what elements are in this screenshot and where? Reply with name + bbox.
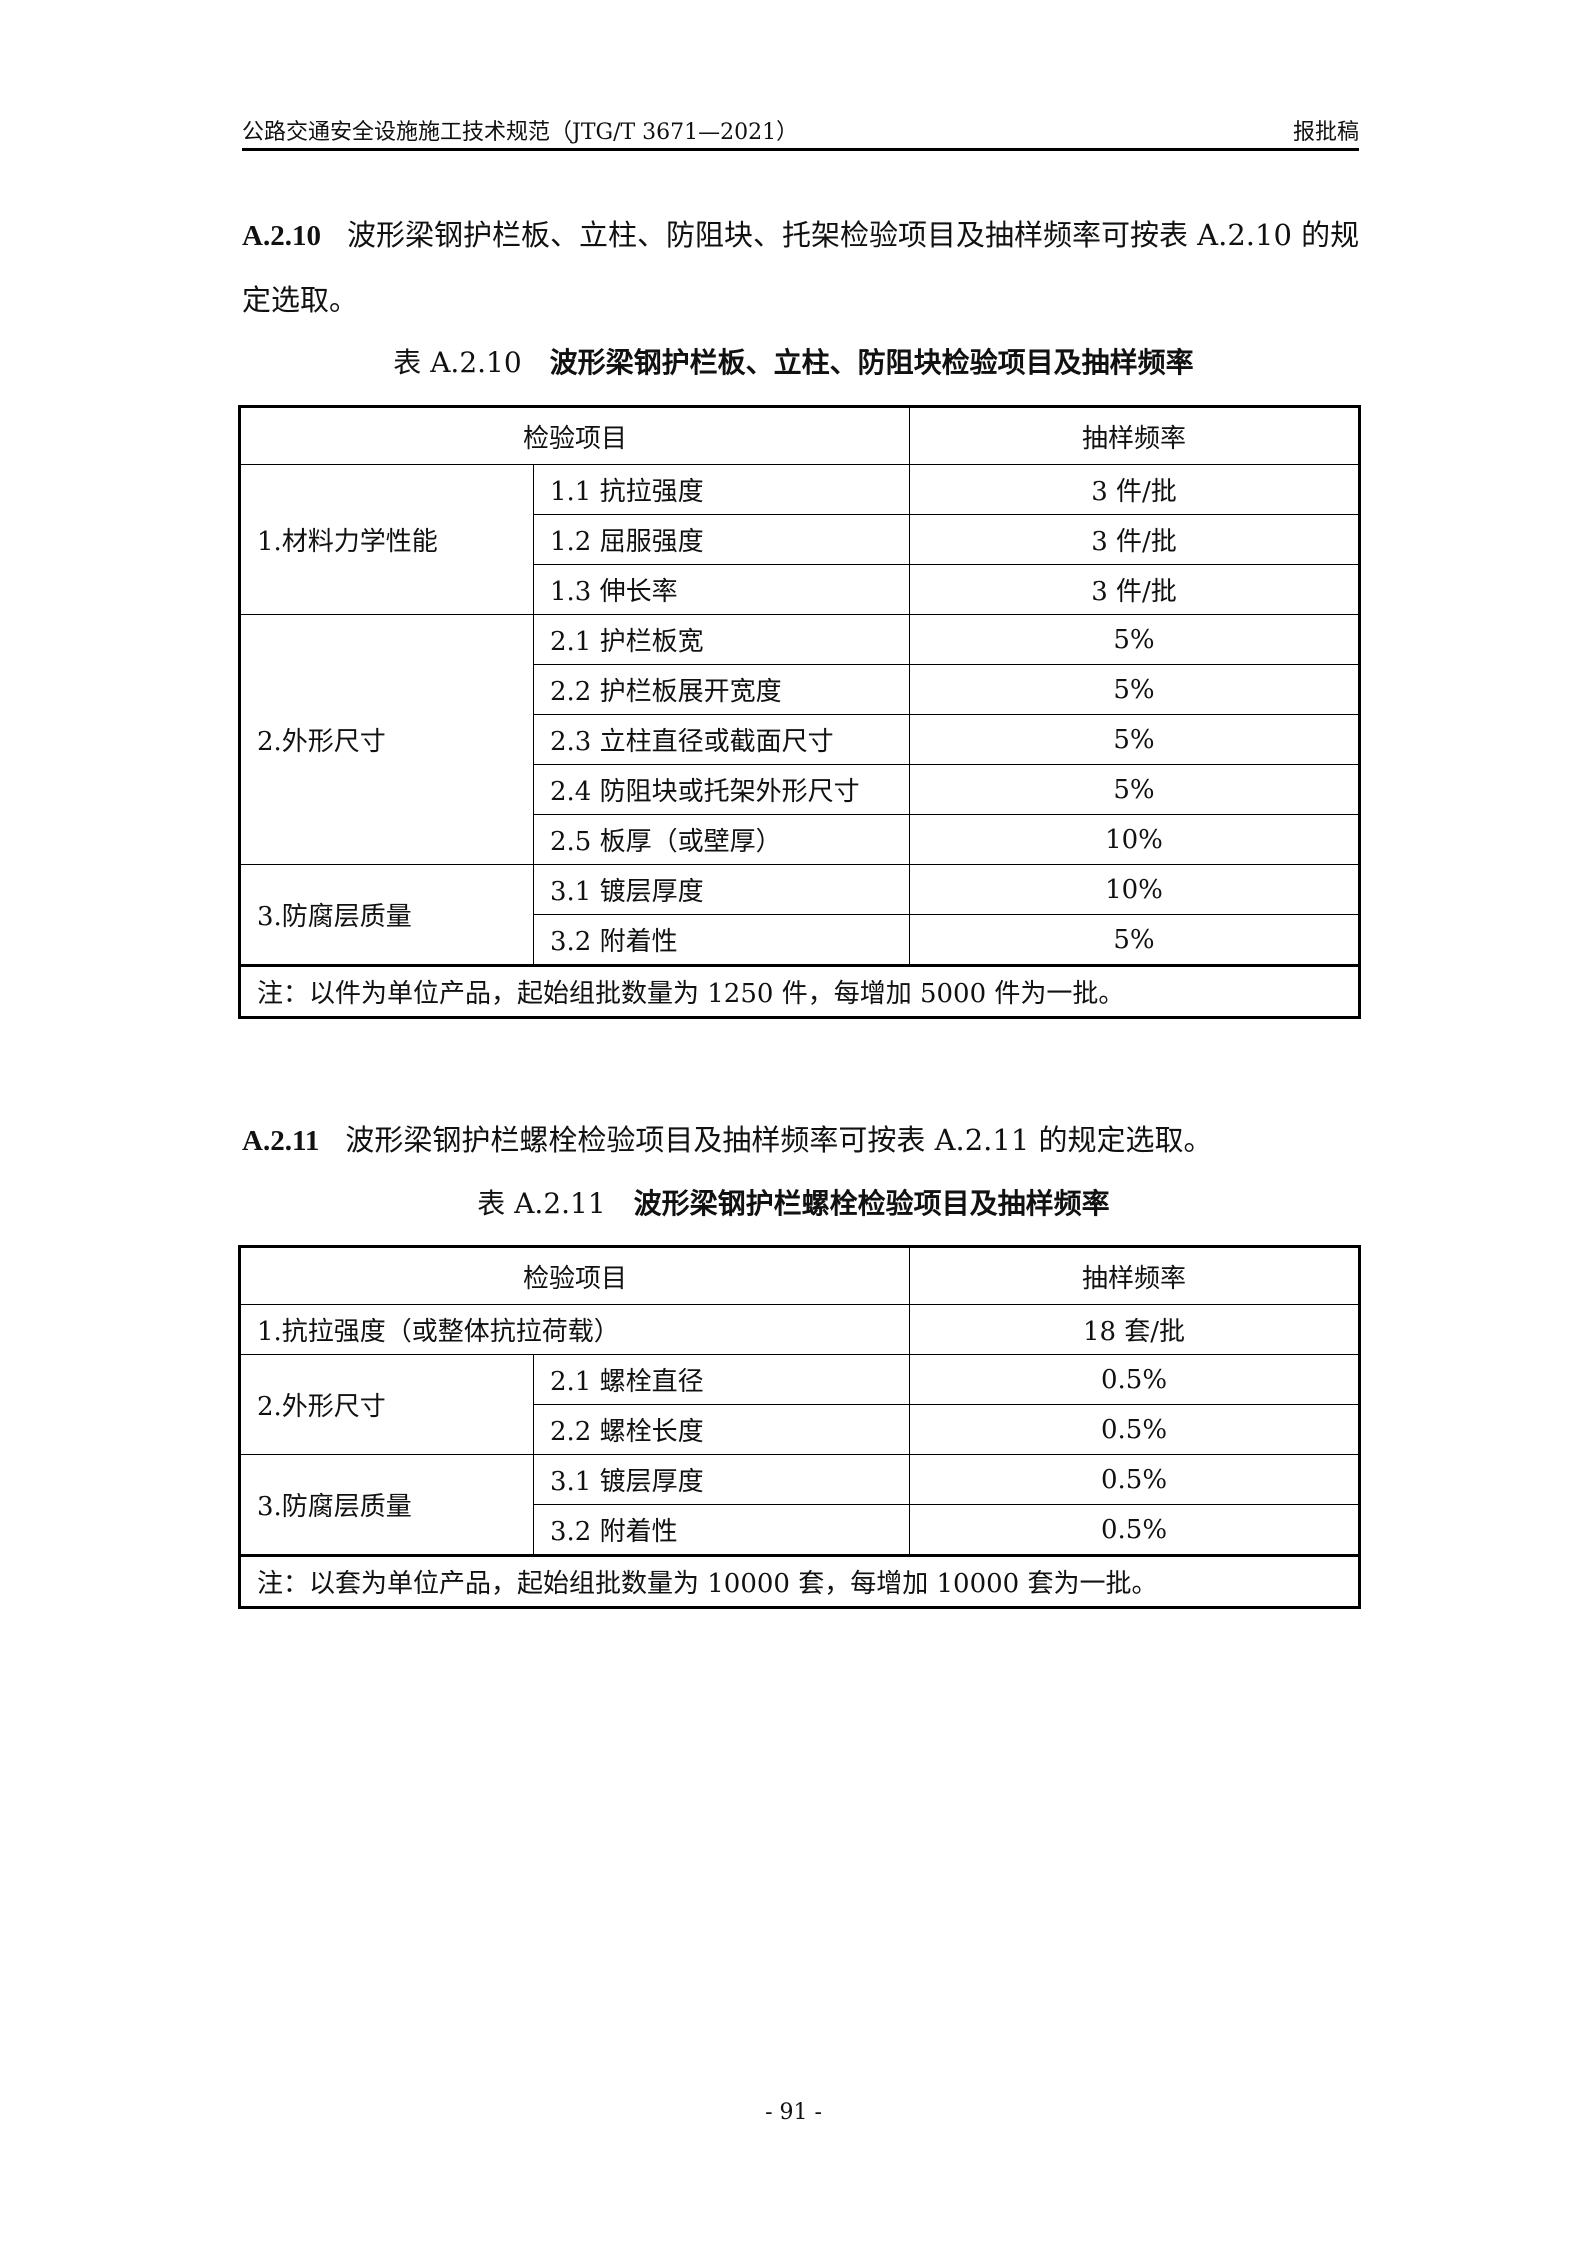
group-cell: 2.外形尺寸 [239, 614, 534, 865]
header-cell: 抽样频率 [909, 1246, 1360, 1305]
table-note-row: 注：以套为单位产品，起始组批数量为 10000 套，每增加 10000 套为一批… [239, 1554, 1360, 1608]
freq-cell: 5% [909, 664, 1360, 715]
caption-text: 波形梁钢护栏板、立柱、防阻块检验项目及抽样频率 [549, 346, 1194, 379]
table-row: 3.防腐层质量 3.1 镀层厚度 0.5% [239, 1454, 1360, 1556]
freq-cell: 5% [909, 614, 1360, 665]
clause-text: 波形梁钢护栏螺栓检验项目及抽样频率可按表 A.2.11 的规定选取。 [345, 1123, 1213, 1157]
item-cell: 2.1 护栏板宽 [533, 614, 910, 665]
table-a-2-11: 检验项目 抽样频率 1.抗拉强度（或整体抗拉荷载） 18 套/批 2.外形尺寸 2.1… [238, 1245, 1361, 1609]
table-row: 2.外形尺寸 2.1 螺栓直径 0.5% [239, 1354, 1360, 1455]
header-title: 公路交通安全设施施工技术规范（JTG/T 3671—2021） [242, 120, 799, 145]
freq-cell: 10% [909, 864, 1360, 915]
item-cell: 3.2 附着性 [533, 1504, 910, 1556]
caption-text: 波形梁钢护栏螺栓检验项目及抽样频率 [633, 1187, 1110, 1220]
freq-cell: 5% [909, 714, 1360, 765]
caption-number: 表 A.2.10 [393, 346, 522, 379]
freq-cell: 0.5% [909, 1404, 1360, 1455]
clause-number: A.2.10 [242, 220, 321, 252]
group-cell: 3.防腐层质量 [239, 1454, 534, 1556]
table-row: 3.2 附着性 5% [240, 914, 1360, 966]
item-cell: 2.4 防阻块或托架外形尺寸 [533, 764, 910, 815]
item-cell: 2.5 板厚（或壁厚） [533, 814, 910, 865]
group-cell: 2.外形尺寸 [239, 1354, 534, 1455]
freq-cell: 10% [909, 814, 1360, 865]
table-row: 3.防腐层质量 3.1 镀层厚度 10% [239, 864, 1360, 966]
item-cell: 3.1 镀层厚度 [533, 864, 910, 915]
clause-a-2-10: A.2.10 波形梁钢护栏板、立柱、防阻块、托架检验项目及抽样频率可按表 A.2.… [242, 203, 1360, 332]
table-row: 2.5 板厚（或壁厚） 10% [240, 814, 1360, 865]
item-cell: 1.抗拉强度（或整体抗拉荷载） [239, 1304, 910, 1355]
table-header-row: 检验项目 抽样频率 [239, 406, 1360, 465]
freq-cell: 18 套/批 [909, 1304, 1360, 1355]
table-note: 注：以套为单位产品，起始组批数量为 10000 套，每增加 10000 套为一批… [239, 1554, 1360, 1608]
table-row: 1.2 屈服强度 3 件/批 [240, 514, 1360, 565]
table-row: 2.2 螺栓长度 0.5% [240, 1404, 1360, 1455]
freq-cell: 0.5% [909, 1354, 1360, 1405]
item-cell: 2.2 护栏板展开宽度 [533, 664, 910, 715]
item-cell: 3.2 附着性 [533, 914, 910, 966]
header-cell: 检验项目 [239, 406, 910, 465]
item-cell: 1.2 屈服强度 [533, 514, 910, 565]
table-header-row: 检验项目 抽样频率 [239, 1246, 1360, 1305]
header-cell: 检验项目 [239, 1246, 910, 1305]
table-caption: 表 A.2.11 波形梁钢护栏螺栓检验项目及抽样频率 [0, 1182, 1587, 1222]
item-cell: 1.1 抗拉强度 [533, 464, 910, 515]
item-cell: 3.1 镀层厚度 [533, 1454, 910, 1505]
freq-cell: 5% [909, 914, 1360, 966]
freq-cell: 5% [909, 764, 1360, 815]
table-row: 3.2 附着性 0.5% [240, 1504, 1360, 1556]
table-note-row: 注：以件为单位产品，起始组批数量为 1250 件，每增加 5000 件为一批。 [239, 964, 1360, 1018]
item-cell: 2.3 立柱直径或截面尺寸 [533, 714, 910, 765]
clause-number: A.2.11 [242, 1125, 320, 1157]
table-note: 注：以件为单位产品，起始组批数量为 1250 件，每增加 5000 件为一批。 [239, 964, 1360, 1018]
table-row: 1.抗拉强度（或整体抗拉荷载） 18 套/批 [239, 1304, 1360, 1355]
clause-text: 波形梁钢护栏板、立柱、防阻块、托架检验项目及抽样频率可按表 A.2.10 的规定… [242, 218, 1360, 317]
freq-cell: 3 件/批 [909, 564, 1360, 615]
table-row: 2.4 防阻块或托架外形尺寸 5% [240, 764, 1360, 815]
table-caption: 表 A.2.10 波形梁钢护栏板、立柱、防阻块检验项目及抽样频率 [0, 341, 1587, 381]
item-cell: 1.3 伸长率 [533, 564, 910, 615]
header-status: 报批稿 [1292, 120, 1359, 145]
caption-number: 表 A.2.11 [477, 1187, 606, 1220]
table-row: 1.材料力学性能 1.1 抗拉强度 3 件/批 [239, 464, 1360, 615]
header-cell: 抽样频率 [909, 406, 1360, 465]
freq-cell: 0.5% [909, 1504, 1360, 1556]
clause-a-2-11: A.2.11 波形梁钢护栏螺栓检验项目及抽样频率可按表 A.2.11 的规定选取。 [242, 1108, 1360, 1173]
freq-cell: 3 件/批 [909, 514, 1360, 565]
freq-cell: 3 件/批 [909, 464, 1360, 515]
group-cell: 1.材料力学性能 [239, 464, 534, 615]
table-a-2-10: 检验项目 抽样频率 1.材料力学性能 1.1 抗拉强度 3 件/批 1.2 屈服强度 3… [238, 405, 1361, 1019]
running-header: 公路交通安全设施施工技术规范（JTG/T 3671—2021） 报批稿 [242, 112, 1359, 151]
table-row: 2.外形尺寸 2.1 护栏板宽 5% [239, 614, 1360, 865]
page-number: - 91 - [765, 2100, 822, 2125]
group-cell: 3.防腐层质量 [239, 864, 534, 966]
freq-cell: 0.5% [909, 1454, 1360, 1505]
item-cell: 2.1 螺栓直径 [533, 1354, 910, 1405]
item-cell: 2.2 螺栓长度 [533, 1404, 910, 1455]
